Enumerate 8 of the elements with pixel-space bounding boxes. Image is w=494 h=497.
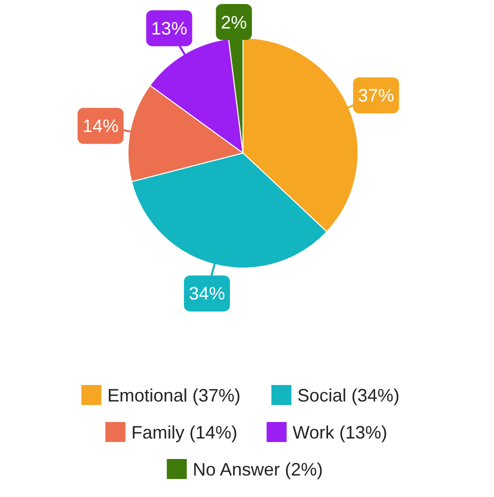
legend-label: Family (14%) xyxy=(131,422,238,442)
legend-label: Emotional (37%) xyxy=(107,385,240,406)
data-label: 2% xyxy=(220,12,247,32)
legend-label: Work (13%) xyxy=(292,422,388,442)
data-label: 34% xyxy=(188,284,225,304)
legend-label: Social (34%) xyxy=(297,385,400,406)
legend-label: No Answer (2%) xyxy=(192,459,323,480)
data-label: 13% xyxy=(151,18,188,38)
